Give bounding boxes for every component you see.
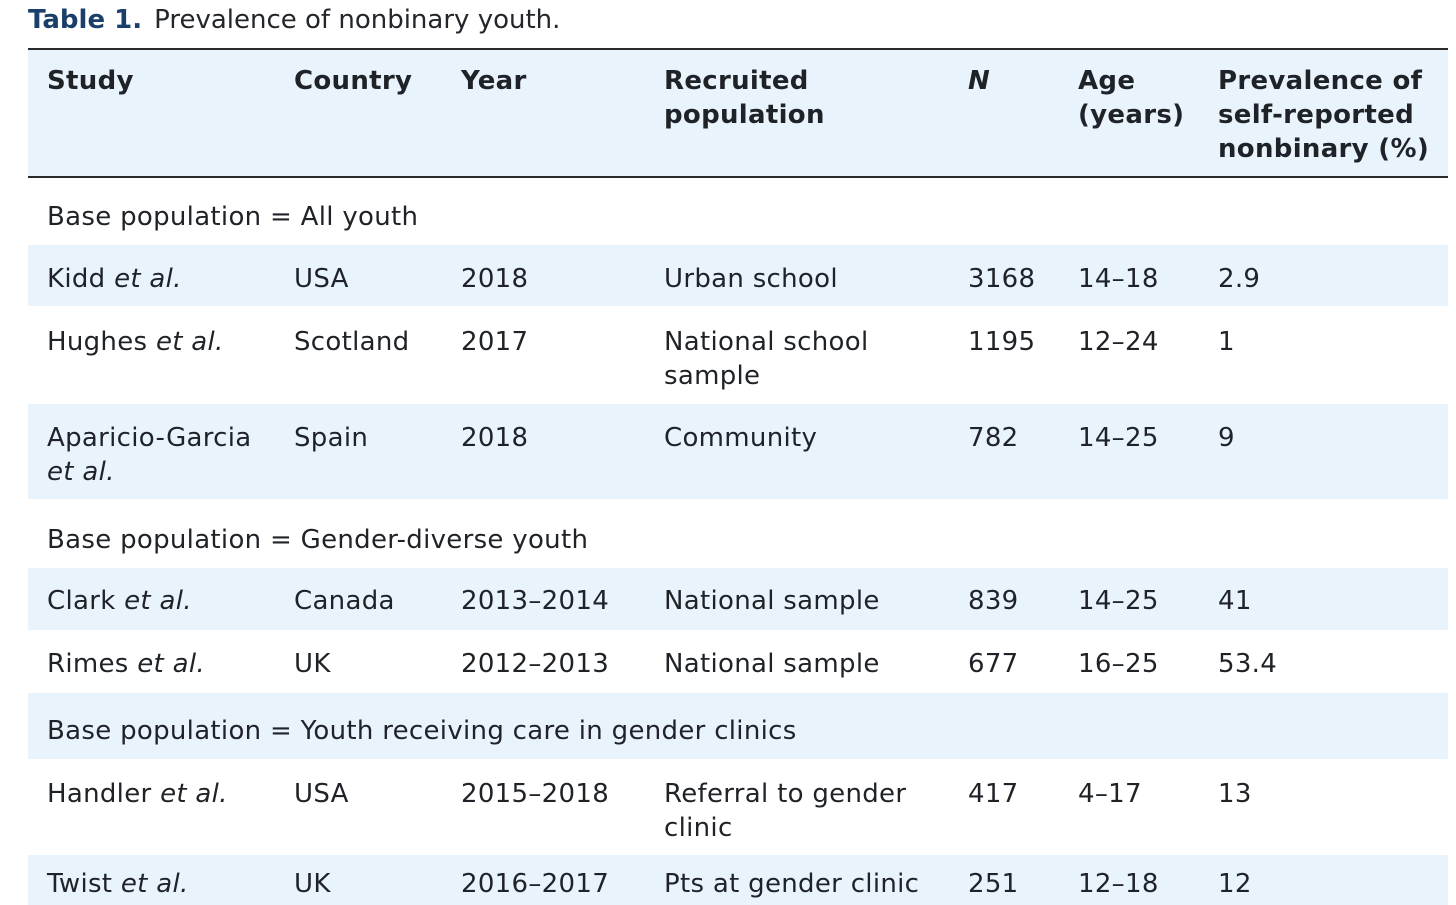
cell-age: 16–25 bbox=[1078, 649, 1159, 679]
cell-year: 2018 bbox=[461, 264, 529, 294]
cell-prevalence: 12 bbox=[1218, 869, 1252, 899]
header-prevalence-line1: Prevalence of bbox=[1218, 66, 1423, 96]
cell-year: 2013–2014 bbox=[461, 586, 610, 616]
cell-study: Kidd et al. bbox=[47, 264, 182, 294]
table-label: Table 1. bbox=[28, 5, 143, 35]
cell-n: 1195 bbox=[968, 327, 1036, 357]
cell-study: Twist et al. bbox=[47, 869, 189, 899]
section-heading-background bbox=[28, 693, 1448, 759]
cell-population: National sample bbox=[664, 586, 880, 616]
cell-prevalence: 13 bbox=[1218, 779, 1252, 809]
header-age-line2: (years) bbox=[1078, 100, 1185, 130]
header-recruited-line2: population bbox=[664, 100, 825, 130]
header-rule bbox=[28, 176, 1448, 178]
top-rule bbox=[28, 48, 1448, 50]
cell-prevalence: 53.4 bbox=[1218, 649, 1278, 679]
cell-prevalence: 1 bbox=[1218, 327, 1235, 357]
header-age-line1: Age bbox=[1078, 66, 1136, 96]
header-prevalence-line2: self-reported bbox=[1218, 100, 1414, 130]
cell-n: 417 bbox=[968, 779, 1019, 809]
header-study: Study bbox=[47, 66, 134, 96]
cell-study: Aparicio-Garcia bbox=[47, 423, 252, 453]
cell-population: Pts at gender clinic bbox=[664, 869, 920, 899]
cell-country: UK bbox=[294, 649, 331, 679]
cell-year: 2018 bbox=[461, 423, 529, 453]
cell-prevalence: 2.9 bbox=[1218, 264, 1261, 294]
cell-population: Community bbox=[664, 423, 818, 453]
cell-year: 2017 bbox=[461, 327, 529, 357]
cell-study: Clark et al. bbox=[47, 586, 192, 616]
cell-country: UK bbox=[294, 869, 331, 899]
cell-age: 4–17 bbox=[1078, 779, 1142, 809]
cell-population: Referral to gender bbox=[664, 779, 907, 809]
cell-n: 782 bbox=[968, 423, 1019, 453]
section-heading-all-youth: Base population = All youth bbox=[47, 202, 419, 232]
table-row bbox=[28, 245, 1448, 306]
cell-population: National sample bbox=[664, 649, 880, 679]
cell-prevalence: 41 bbox=[1218, 586, 1252, 616]
header-country: Country bbox=[294, 66, 413, 96]
cell-age: 12–24 bbox=[1078, 327, 1159, 357]
section-heading-gender-diverse: Base population = Gender-diverse youth bbox=[47, 525, 589, 555]
cell-population: Urban school bbox=[664, 264, 838, 294]
cell-country: Canada bbox=[294, 586, 395, 616]
header-prevalence-line3: nonbinary (%) bbox=[1218, 134, 1429, 164]
cell-study-etal: et al. bbox=[47, 457, 115, 487]
cell-study: Hughes et al. bbox=[47, 327, 224, 357]
cell-n: 677 bbox=[968, 649, 1019, 679]
cell-country: USA bbox=[294, 779, 349, 809]
cell-year: 2015–2018 bbox=[461, 779, 610, 809]
section-heading-gender-clinics: Base population = Youth receiving care i… bbox=[47, 716, 797, 746]
table-row bbox=[28, 568, 1448, 630]
cell-population-line2: clinic bbox=[664, 813, 733, 843]
cell-study: Rimes et al. bbox=[47, 649, 205, 679]
cell-year: 2016–2017 bbox=[461, 869, 610, 899]
header-year: Year bbox=[461, 66, 527, 96]
cell-n: 3168 bbox=[968, 264, 1036, 294]
cell-age: 12–18 bbox=[1078, 869, 1159, 899]
cell-country: Spain bbox=[294, 423, 369, 453]
table-caption: Table 1. Prevalence of nonbinary youth. bbox=[28, 4, 560, 36]
cell-age: 14–25 bbox=[1078, 423, 1159, 453]
table-row bbox=[28, 855, 1448, 905]
cell-age: 14–25 bbox=[1078, 586, 1159, 616]
header-n: N bbox=[968, 66, 991, 96]
cell-age: 14–18 bbox=[1078, 264, 1159, 294]
table-title: Prevalence of nonbinary youth. bbox=[154, 5, 561, 35]
cell-study: Handler et al. bbox=[47, 779, 228, 809]
cell-country: Scotland bbox=[294, 327, 410, 357]
table-header-background bbox=[28, 50, 1448, 177]
header-recruited-line1: Recruited bbox=[664, 66, 809, 96]
cell-n: 839 bbox=[968, 586, 1019, 616]
cell-population: National school bbox=[664, 327, 869, 357]
cell-year: 2012–2013 bbox=[461, 649, 610, 679]
cell-n: 251 bbox=[968, 869, 1019, 899]
cell-country: USA bbox=[294, 264, 349, 294]
cell-prevalence: 9 bbox=[1218, 423, 1235, 453]
table-row bbox=[28, 404, 1448, 499]
cell-population-line2: sample bbox=[664, 361, 761, 391]
